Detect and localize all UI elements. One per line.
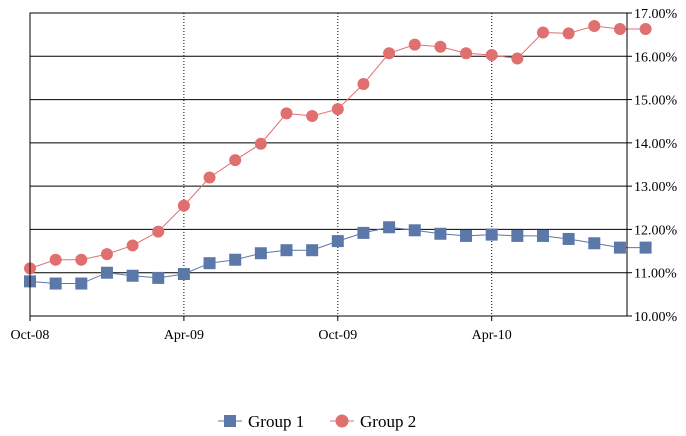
series-group-2 xyxy=(24,19,652,275)
x-tick-label: Apr-09 xyxy=(164,328,204,343)
data-point xyxy=(331,235,344,248)
data-point xyxy=(434,40,447,53)
data-point xyxy=(613,23,626,36)
y-tick-label: 17.00% xyxy=(634,7,678,22)
y-tick-label: 11.00% xyxy=(634,267,677,282)
data-point xyxy=(75,277,88,290)
data-point xyxy=(460,229,473,242)
grid-lines xyxy=(30,12,627,317)
data-point xyxy=(280,107,293,120)
y-tick-label: 14.00% xyxy=(634,137,678,152)
legend-item: Group 1 xyxy=(218,412,304,431)
data-point xyxy=(331,103,344,116)
x-tick-label: Apr-10 xyxy=(472,328,512,343)
data-point xyxy=(460,47,473,60)
data-point xyxy=(126,269,139,282)
data-point xyxy=(588,19,601,32)
data-point xyxy=(357,226,370,239)
y-axis-tick-labels: 10.00% 11.00% 12.00% 13.00% 14.00% 15.00% 16.0… xyxy=(627,7,678,325)
x-tick-label: Oct-08 xyxy=(11,328,50,343)
data-point xyxy=(203,171,216,184)
data-point xyxy=(408,38,421,51)
data-point xyxy=(152,225,165,238)
y-tick-label: 13.00% xyxy=(634,180,678,195)
data-point xyxy=(562,232,575,245)
legend-label: Group 1 xyxy=(248,412,304,431)
data-point xyxy=(588,237,601,250)
data-point xyxy=(306,244,319,257)
data-point xyxy=(75,253,88,266)
data-point xyxy=(306,110,319,123)
data-point xyxy=(280,244,293,257)
data-point xyxy=(357,77,370,90)
data-point xyxy=(152,271,165,284)
legend-label: Group 2 xyxy=(360,412,416,431)
data-point xyxy=(434,227,447,240)
legend: Group 1 Group 2 xyxy=(218,412,416,431)
x-axis-tick-labels: Oct-08 Apr-09 Oct-09 Apr-10 xyxy=(11,316,512,343)
data-point xyxy=(49,277,62,290)
data-point xyxy=(383,47,396,60)
y-tick-label: 12.00% xyxy=(634,223,678,238)
data-point xyxy=(511,229,524,242)
plot-frame xyxy=(29,12,628,317)
data-point xyxy=(485,48,498,61)
data-point xyxy=(254,247,267,260)
data-point xyxy=(229,154,242,167)
data-point xyxy=(383,221,396,234)
legend-marker xyxy=(335,414,349,428)
y-tick-label: 16.00% xyxy=(634,50,678,65)
legend-item: Group 2 xyxy=(330,412,416,431)
data-point xyxy=(408,224,421,237)
data-point xyxy=(511,52,524,65)
data-point xyxy=(177,199,190,212)
data-point xyxy=(485,228,498,241)
data-point xyxy=(229,253,242,266)
data-point xyxy=(100,248,113,261)
data-point xyxy=(537,229,549,242)
data-point xyxy=(639,23,652,36)
series-group-1 xyxy=(24,221,652,290)
data-point xyxy=(203,257,216,270)
series-layer xyxy=(24,19,652,290)
data-point xyxy=(254,137,267,150)
x-tick-label: Oct-09 xyxy=(318,328,357,343)
data-point xyxy=(639,241,652,254)
data-point xyxy=(562,27,575,40)
data-point xyxy=(537,26,549,39)
y-tick-label: 15.00% xyxy=(634,94,678,109)
data-point xyxy=(100,266,113,279)
data-point xyxy=(126,239,139,252)
data-point xyxy=(177,268,190,281)
data-point xyxy=(613,241,626,254)
legend-marker xyxy=(224,415,236,427)
data-point xyxy=(49,253,62,266)
y-tick-label: 10.00% xyxy=(634,310,678,325)
